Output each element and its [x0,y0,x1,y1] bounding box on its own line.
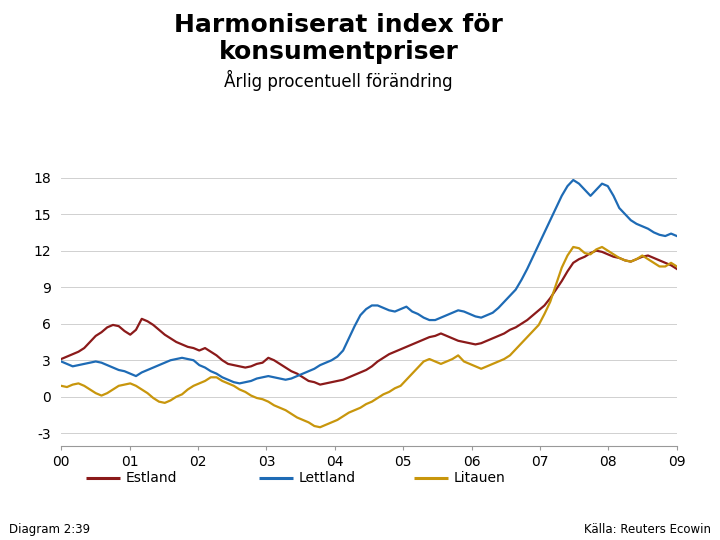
Text: Källa: Reuters Ecowin: Källa: Reuters Ecowin [584,523,711,536]
Text: Litauen: Litauen [454,471,505,485]
Text: Harmoniserat index för: Harmoniserat index för [174,14,503,37]
Text: konsumentpriser: konsumentpriser [218,40,459,64]
Text: SVERIGES
RIKSBANK: SVERIGES RIKSBANK [642,90,679,101]
Text: Diagram 2:39: Diagram 2:39 [9,523,91,536]
Text: Estland: Estland [126,471,178,485]
Text: Lettland: Lettland [299,471,356,485]
Text: Årlig procentuell förändring: Årlig procentuell förändring [224,70,453,91]
